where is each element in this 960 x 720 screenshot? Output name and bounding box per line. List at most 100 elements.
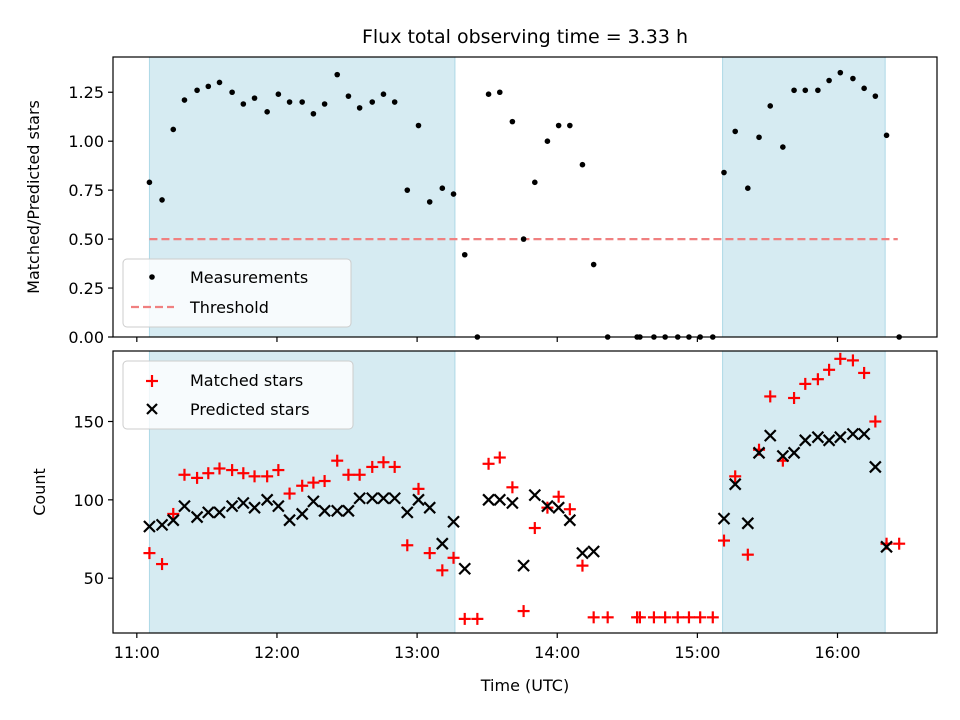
measurement-point <box>721 169 727 176</box>
top-y-tick-label: 1.00 <box>68 132 104 151</box>
measurement-point <box>496 89 503 96</box>
x-tick-label: 14:00 <box>534 643 580 662</box>
matched-stars-point <box>156 558 169 571</box>
measurement-point <box>826 77 832 84</box>
top-panel-frame <box>112 56 938 338</box>
matched-stars-point <box>318 475 331 488</box>
predicted-stars-point <box>880 540 893 554</box>
measurement-point <box>146 179 153 186</box>
matched-stars-point <box>436 564 449 577</box>
predicted-stars-point <box>528 488 542 502</box>
measurement-point <box>461 251 468 258</box>
matched-stars-point <box>471 612 484 625</box>
predicted-stars-point <box>202 506 215 519</box>
matched-stars-point <box>729 470 742 483</box>
predicted-stars-point <box>213 506 226 519</box>
matched-stars-point <box>283 487 296 500</box>
predicted-stars-point <box>834 430 847 444</box>
chart-title: Flux total observing time = 3.33 h <box>362 26 688 48</box>
matched-stars-point <box>706 611 719 624</box>
predicted-stars-point <box>741 517 755 530</box>
matched-stars-point <box>541 501 554 514</box>
measurement-point <box>544 138 551 144</box>
measurement-point <box>850 75 856 82</box>
predicted-stars-point <box>776 449 790 463</box>
matched-stars-point <box>552 490 565 503</box>
predicted-stars-point <box>787 446 801 460</box>
predicted-stars-point <box>318 504 331 518</box>
matched-stars-point <box>272 464 285 477</box>
measurement-point <box>334 71 341 78</box>
observing-window-band <box>722 56 886 338</box>
measurement-point <box>439 185 446 191</box>
predicted-stars-point <box>493 493 507 507</box>
bottom-legend: Matched stars Predicted stars <box>122 360 354 430</box>
matched-stars-point <box>482 457 495 470</box>
measurement-point <box>815 87 821 94</box>
bottom-y-tick-label: 150 <box>73 413 104 432</box>
x-tick-label: 16:00 <box>814 643 860 662</box>
matched-stars-point <box>717 534 730 547</box>
measurement-point <box>286 99 293 105</box>
measurement-point <box>310 110 317 117</box>
predicted-stars-point <box>342 504 355 518</box>
matched-stars-point <box>528 522 541 535</box>
matched-stars-point <box>458 612 471 625</box>
matched-stars-point <box>764 390 777 403</box>
measurement-point <box>275 91 282 98</box>
measurement-point <box>767 103 774 109</box>
measurement-point <box>240 101 247 107</box>
predicted-stars-point <box>423 501 436 514</box>
predicted-stars-point <box>811 430 825 444</box>
matched-stars-point <box>741 548 754 561</box>
predicted-stars-point <box>260 493 274 507</box>
bottom-y-axis-label: Count <box>30 468 49 516</box>
predicted-stars-point <box>752 446 766 460</box>
matched-stars-point <box>834 352 847 365</box>
matched-stars-point <box>353 468 366 481</box>
matched-stars-point <box>506 481 519 494</box>
legend-predicted-label: Predicted stars <box>190 400 310 419</box>
matched-stars-point <box>647 611 660 624</box>
predicted-stars-point <box>587 545 600 558</box>
measurement-point <box>555 122 562 129</box>
bottom-y-tick-label: 50 <box>84 569 104 588</box>
measurement-point <box>883 132 890 139</box>
measurement-point <box>802 87 809 94</box>
predicted-stars-point <box>178 499 191 513</box>
matched-stars-point <box>191 471 204 484</box>
matched-stars-point <box>587 611 600 624</box>
predicted-stars-point <box>517 559 530 572</box>
x-tick-label: 11:00 <box>114 643 160 662</box>
top-y-tick-label: 1.25 <box>68 83 104 102</box>
matched-stars-point <box>517 605 530 618</box>
predicted-stars-point <box>365 491 379 505</box>
measurement-point <box>872 93 879 99</box>
legend-measurements-marker <box>149 274 155 280</box>
predicted-stars-point <box>225 499 239 513</box>
predicted-stars-point <box>798 434 812 447</box>
matched-stars-point <box>788 392 801 404</box>
measurement-point <box>170 126 177 133</box>
measurement-point <box>756 134 762 141</box>
predicted-stars-point <box>857 427 871 441</box>
top-panel: 0.00 0.25 0.50 0.75 1.00 1.25 Matched/Predict… <box>24 56 938 347</box>
matched-stars-point <box>388 460 401 473</box>
legend-matched-marker <box>146 375 158 387</box>
matched-stars-point <box>858 366 871 379</box>
matched-stars-point <box>167 507 180 520</box>
predicted-stars-point <box>482 493 495 507</box>
measurement-point <box>532 179 538 186</box>
matched-stars-point <box>296 479 309 492</box>
measurement-point <box>216 79 223 86</box>
matched-stars-point <box>633 611 646 624</box>
predicted-stars-point <box>401 506 414 519</box>
predicted-stars-point <box>846 427 860 441</box>
predicted-stars-point <box>190 510 204 524</box>
matched-stars-point <box>377 456 390 469</box>
predicted-stars-point <box>506 496 519 510</box>
matched-stars-point <box>671 611 684 624</box>
predicted-stars-point <box>307 495 320 508</box>
matched-stars-point <box>143 547 156 560</box>
